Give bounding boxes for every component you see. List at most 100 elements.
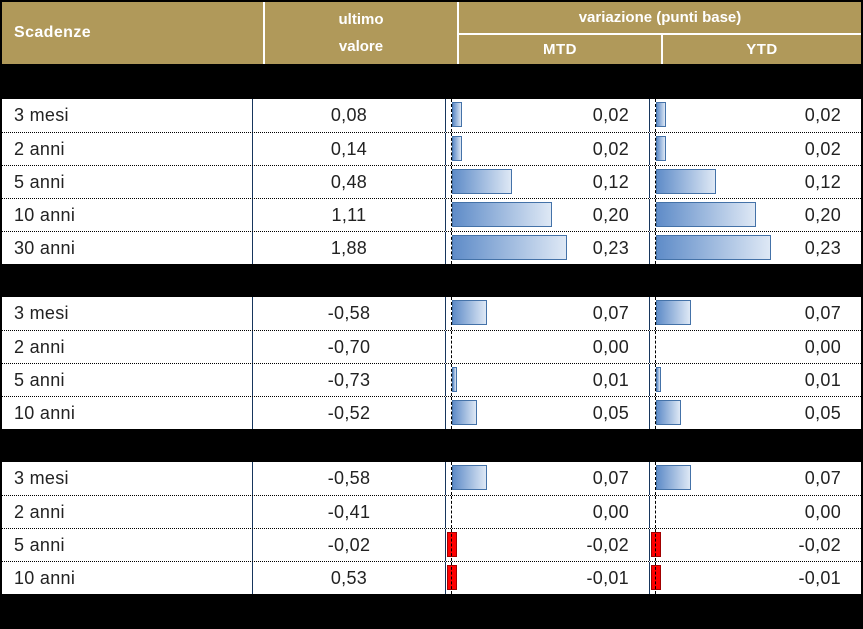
maturity-label: 2 anni [2,133,253,165]
table-row: 10 anni 0,53 -0,01 -0,01 [2,561,861,594]
zero-axis [655,99,656,132]
separator-band [2,64,861,99]
zero-axis [655,331,656,363]
ytd-value: 0,00 [804,336,841,357]
ytd-cell: 0,23 [650,232,861,264]
maturity-label: 10 anni [2,562,253,594]
zero-axis [451,199,452,231]
zero-axis [451,397,452,429]
zero-axis [451,496,452,528]
separator-band [2,594,861,627]
last-value: 1,88 [253,232,446,264]
ytd-cell: 0,12 [650,166,861,198]
zero-axis [655,232,656,264]
separator-band [2,264,861,297]
header-last-value-line1: ultimo [338,11,384,29]
table-section: 3 mesi 0,08 0,02 0,02 2 anni 0,14 0,02 0,02 5 an… [2,99,861,264]
ytd-negative-bar [651,532,661,557]
last-value: -0,73 [253,364,446,396]
last-value: -0,02 [253,529,446,561]
last-value: 0,53 [253,562,446,594]
zero-axis [451,133,452,165]
mtd-bar [452,465,487,490]
zero-axis [655,133,656,165]
mtd-value: 0,00 [592,336,629,357]
ytd-cell: 0,01 [650,364,861,396]
mtd-cell: 0,07 [446,297,650,330]
zero-axis [655,364,656,396]
table-row: 10 anni 1,11 0,20 0,20 [2,198,861,231]
ytd-cell: 0,02 [650,133,861,165]
mtd-cell: 0,02 [446,133,650,165]
maturity-label: 5 anni [2,364,253,396]
ytd-value: 0,20 [804,204,841,225]
mtd-cell: -0,01 [446,562,650,594]
mtd-value: 0,00 [592,501,629,522]
last-value: 0,08 [253,99,446,132]
header-variation-subrow: MTD YTD [459,35,861,64]
last-value: 0,14 [253,133,446,165]
ytd-cell: -0,02 [650,529,861,561]
ytd-cell: 0,00 [650,331,861,363]
last-value: -0,58 [253,297,446,330]
mtd-value: 0,01 [592,369,629,390]
ytd-bar [656,202,756,227]
zero-axis [451,99,452,132]
zero-axis [655,397,656,429]
mtd-cell: 0,02 [446,99,650,132]
last-value: -0,58 [253,462,446,495]
mtd-cell: -0,02 [446,529,650,561]
zero-axis [451,166,452,198]
zero-axis [655,496,656,528]
table-row: 2 anni -0,41 0,00 0,00 [2,495,861,528]
ytd-cell: 0,20 [650,199,861,231]
zero-axis [451,364,452,396]
table-row: 5 anni -0,02 -0,02 -0,02 [2,528,861,561]
mtd-value: 0,07 [592,303,629,323]
mtd-bar [452,300,487,325]
ytd-bar [656,169,716,194]
maturity-label: 3 mesi [2,297,253,330]
mtd-value: 0,02 [592,105,629,125]
ytd-bar [656,235,771,260]
header-maturity: Scadenze [2,2,265,64]
mtd-bar [452,136,462,161]
mtd-cell: 0,12 [446,166,650,198]
maturity-label: 5 anni [2,166,253,198]
mtd-cell: 0,20 [446,199,650,231]
mtd-value: 0,02 [592,138,629,159]
ytd-cell: 0,00 [650,496,861,528]
header-maturity-label: Scadenze [14,24,92,41]
zero-axis [655,199,656,231]
mtd-value: 0,20 [592,204,629,225]
mtd-negative-bar [447,565,457,590]
mtd-value: 0,05 [592,402,629,423]
ytd-bar [656,367,661,392]
ytd-value: -0,01 [798,567,841,588]
last-value: -0,41 [253,496,446,528]
zero-axis [655,166,656,198]
ytd-value: 0,02 [804,138,841,159]
table-row: 3 mesi -0,58 0,07 0,07 [2,297,861,330]
maturity-label: 10 anni [2,199,253,231]
maturity-label: 3 mesi [2,99,253,132]
maturity-label: 3 mesi [2,462,253,495]
ytd-value: 0,07 [804,303,841,323]
ytd-bar [656,465,691,490]
mtd-value: -0,01 [586,567,629,588]
mtd-cell: 0,23 [446,232,650,264]
mtd-cell: 0,07 [446,462,650,495]
header-variation-label: variazione (punti base) [459,2,861,35]
mtd-value: 0,07 [592,468,629,488]
table-row: 5 anni 0,48 0,12 0,12 [2,165,861,198]
maturity-label: 2 anni [2,331,253,363]
zero-axis [451,462,452,495]
ytd-bar [656,102,666,127]
header-ytd-label: YTD [746,41,778,58]
table-body: 3 mesi 0,08 0,02 0,02 2 anni 0,14 0,02 0,02 5 an… [2,64,861,627]
mtd-bar [452,169,512,194]
ytd-negative-bar [651,565,661,590]
ytd-value: 0,02 [804,105,841,125]
mtd-bar [452,367,457,392]
header-last-value: ultimo valore [265,2,459,64]
